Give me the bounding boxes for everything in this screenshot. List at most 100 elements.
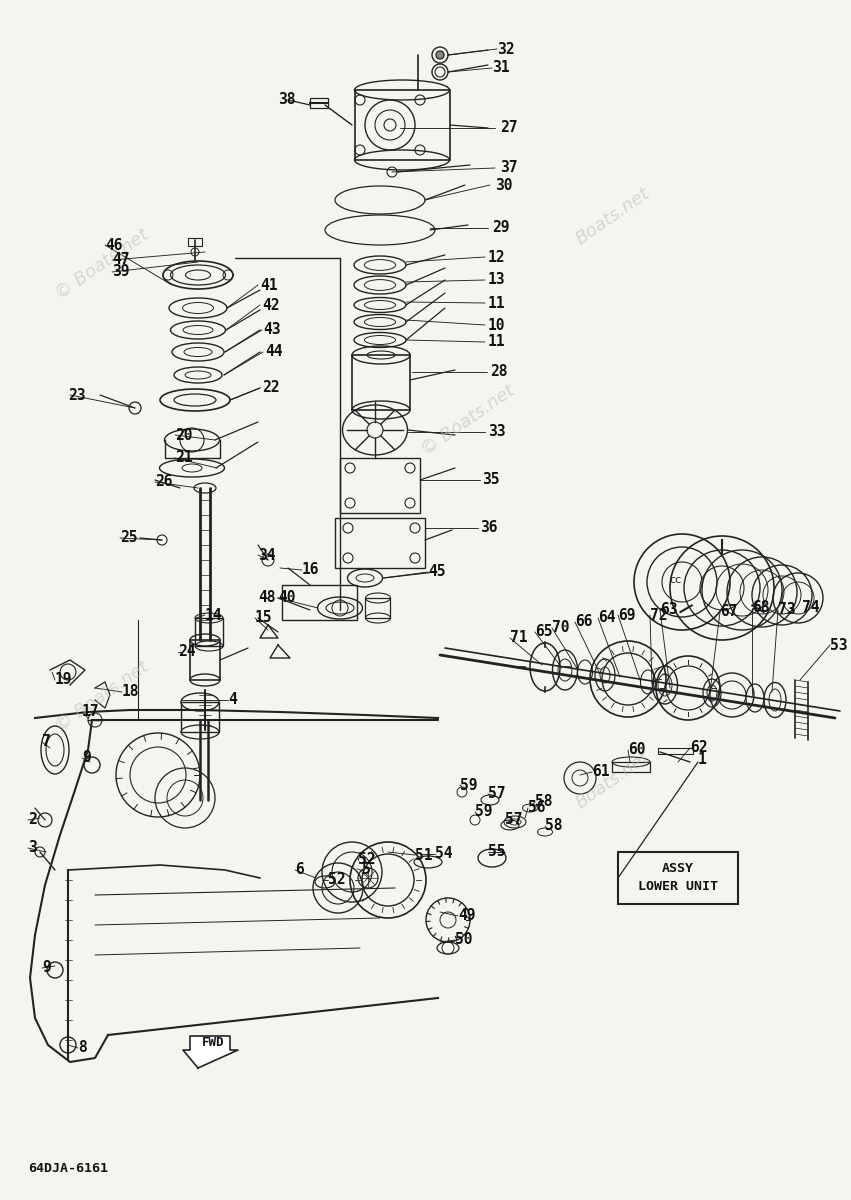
Text: 55: 55	[488, 845, 505, 859]
Text: 48: 48	[258, 590, 276, 606]
Text: 3: 3	[28, 840, 37, 856]
Text: 27: 27	[500, 120, 517, 136]
Text: 42: 42	[262, 298, 279, 312]
Text: 71: 71	[510, 630, 528, 646]
Text: 52: 52	[358, 852, 375, 868]
Text: 2: 2	[28, 812, 37, 828]
Text: 64: 64	[598, 611, 615, 625]
Bar	[195, 618, 223, 646]
Bar	[618, 852, 738, 904]
Text: 18: 18	[122, 684, 140, 700]
Text: 15: 15	[255, 611, 272, 625]
Text: 38: 38	[278, 92, 295, 108]
Text: ASSY: ASSY	[662, 862, 694, 875]
Bar	[190, 640, 220, 680]
Circle shape	[436, 50, 444, 59]
Text: 57: 57	[488, 786, 505, 802]
Text: 58: 58	[535, 794, 552, 810]
Bar	[181, 702, 219, 732]
Text: 14: 14	[205, 607, 222, 623]
Text: 69: 69	[618, 607, 636, 623]
Text: 29: 29	[492, 221, 510, 235]
Bar	[352, 355, 410, 410]
Bar	[340, 458, 420, 514]
Text: 5: 5	[362, 863, 371, 877]
Text: 8: 8	[78, 1040, 87, 1056]
Text: 60: 60	[628, 743, 646, 757]
Text: FWD: FWD	[202, 1037, 225, 1050]
Text: Boats.net: Boats.net	[573, 748, 653, 812]
Text: 22: 22	[262, 380, 279, 396]
Text: 34: 34	[258, 547, 276, 563]
Text: 45: 45	[428, 564, 446, 580]
Text: 13: 13	[488, 272, 505, 288]
Text: © Boats.net: © Boats.net	[52, 658, 152, 734]
Text: 30: 30	[495, 178, 512, 192]
Text: 74: 74	[802, 600, 820, 616]
Text: 36: 36	[480, 521, 498, 535]
Text: 16: 16	[302, 563, 319, 577]
Text: 64DJA-6161: 64DJA-6161	[28, 1162, 108, 1175]
Text: 21: 21	[175, 450, 192, 466]
Text: 4: 4	[228, 692, 237, 708]
Bar	[612, 762, 650, 772]
Text: 11: 11	[488, 335, 505, 349]
Text: 47: 47	[112, 252, 129, 268]
Bar	[282, 584, 357, 620]
Text: 9: 9	[82, 750, 91, 766]
Text: 23: 23	[68, 388, 85, 402]
Text: 35: 35	[482, 473, 500, 487]
Text: 52: 52	[328, 872, 346, 888]
Text: 61: 61	[592, 764, 609, 780]
Text: 7: 7	[42, 734, 51, 750]
Text: 43: 43	[263, 323, 281, 337]
Text: 32: 32	[497, 42, 515, 56]
Text: 20: 20	[175, 427, 192, 443]
Text: 37: 37	[500, 161, 517, 175]
Text: 9: 9	[42, 960, 51, 976]
Text: 72: 72	[650, 607, 667, 623]
Text: © Boats.net: © Boats.net	[52, 226, 152, 302]
Text: 17: 17	[82, 704, 100, 720]
Text: LOWER UNIT: LOWER UNIT	[638, 881, 718, 894]
Text: 65: 65	[535, 624, 552, 640]
Text: 10: 10	[488, 318, 505, 332]
Text: 1: 1	[698, 752, 706, 768]
Text: 49: 49	[458, 908, 476, 924]
Text: 40: 40	[278, 590, 295, 606]
Bar	[355, 90, 450, 160]
Text: 59: 59	[460, 778, 477, 792]
Text: 24: 24	[178, 644, 196, 660]
Text: © Boats.net: © Boats.net	[418, 382, 518, 458]
Bar	[188, 238, 202, 246]
Text: 28: 28	[490, 365, 507, 379]
Text: 33: 33	[488, 425, 505, 439]
Text: 57: 57	[505, 812, 523, 828]
Text: 41: 41	[260, 277, 277, 293]
Text: 67: 67	[720, 605, 738, 619]
Text: 25: 25	[120, 530, 138, 546]
Text: 56: 56	[528, 800, 545, 816]
Text: 12: 12	[488, 250, 505, 264]
Text: Boats.net: Boats.net	[573, 184, 653, 248]
Text: 46: 46	[105, 238, 123, 252]
Text: 50: 50	[455, 932, 472, 948]
Text: 11: 11	[488, 295, 505, 311]
Text: cc: cc	[669, 575, 681, 584]
Text: 59: 59	[475, 804, 493, 820]
Polygon shape	[183, 1036, 238, 1068]
Text: 39: 39	[112, 264, 129, 280]
Text: 31: 31	[492, 60, 510, 76]
Text: 63: 63	[660, 602, 677, 618]
Text: 44: 44	[265, 344, 283, 360]
Text: 68: 68	[752, 600, 769, 616]
Bar	[658, 748, 693, 754]
Text: 70: 70	[552, 620, 569, 636]
Text: 58: 58	[545, 818, 563, 834]
Text: 54: 54	[435, 846, 453, 862]
Text: 26: 26	[155, 474, 173, 490]
Bar	[365, 598, 390, 618]
Bar	[335, 518, 425, 568]
Text: 66: 66	[575, 614, 592, 630]
Text: 53: 53	[830, 637, 848, 653]
